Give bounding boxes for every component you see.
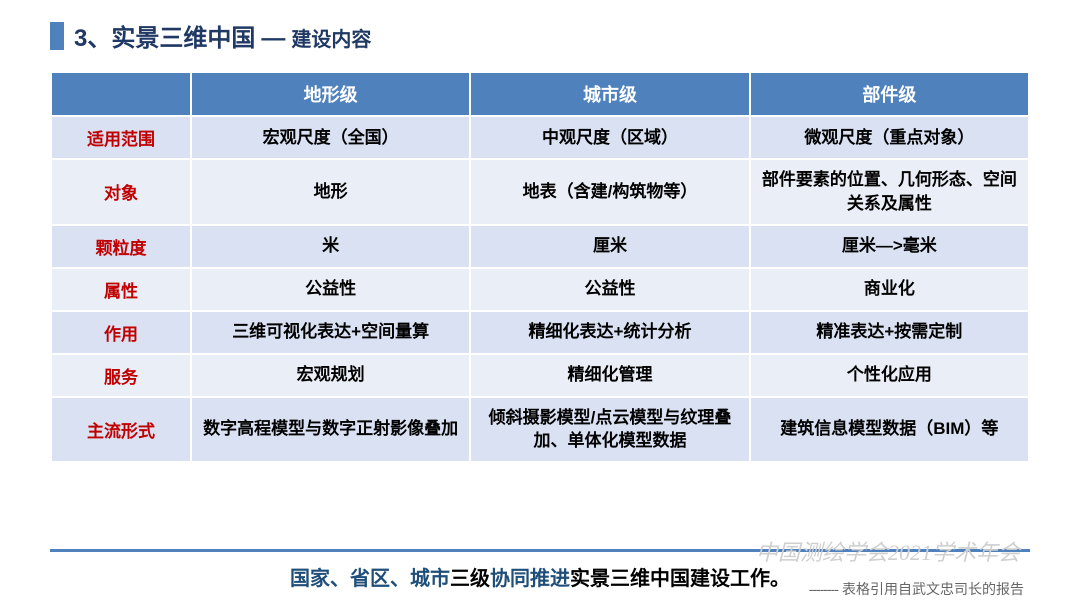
table-cell: 倾斜摄影模型/点云模型与纹理叠加、单体化模型数据	[470, 397, 749, 463]
row-label: 服务	[51, 354, 191, 397]
table-header-row: 地形级 城市级 部件级	[51, 72, 1029, 116]
title-dash: —	[261, 25, 285, 52]
slide: 3、实景三维中国— 建设内容 地形级 城市级 部件级 适用范围 宏观尺度（全国） …	[0, 0, 1080, 607]
table-cell: 精准表达+按需定制	[750, 311, 1029, 354]
table-cell: 公益性	[470, 268, 749, 311]
row-label: 属性	[51, 268, 191, 311]
table-row: 适用范围 宏观尺度（全国） 中观尺度（区域） 微观尺度（重点对象）	[51, 116, 1029, 159]
summary-segment: 实景三维中国建设工作。	[570, 568, 790, 590]
credit-dash: --------	[809, 581, 838, 597]
table-cell: 厘米—>毫米	[750, 225, 1029, 268]
table-cell: 中观尺度（区域）	[470, 116, 749, 159]
summary-segment: 三级	[450, 568, 490, 590]
table-cell: 地形	[191, 159, 470, 225]
comparison-table: 地形级 城市级 部件级 适用范围 宏观尺度（全国） 中观尺度（区域） 微观尺度（…	[50, 71, 1030, 463]
row-label: 适用范围	[51, 116, 191, 159]
title-sub: 建设内容	[291, 29, 371, 51]
row-label: 作用	[51, 311, 191, 354]
table-row: 属性 公益性 公益性 商业化	[51, 268, 1029, 311]
table-cell: 米	[191, 225, 470, 268]
summary-segment: 协同推进	[490, 568, 570, 590]
table-row: 作用 三维可视化表达+空间量算 精细化表达+统计分析 精准表达+按需定制	[51, 311, 1029, 354]
table-cell: 厘米	[470, 225, 749, 268]
table-cell: 建筑信息模型数据（BIM）等	[750, 397, 1029, 463]
title-main: 实景三维中国	[111, 25, 255, 52]
row-label: 颗粒度	[51, 225, 191, 268]
table-row: 对象 地形 地表（含建/构筑物等） 部件要素的位置、几何形态、空间关系及属性	[51, 159, 1029, 225]
table-cell: 商业化	[750, 268, 1029, 311]
title-bar: 3、实景三维中国— 建设内容	[50, 18, 1030, 53]
table-cell: 数字高程模型与数字正射影像叠加	[191, 397, 470, 463]
table-cell: 个性化应用	[750, 354, 1029, 397]
table-cell: 微观尺度（重点对象）	[750, 116, 1029, 159]
table-header-cell: 地形级	[191, 72, 470, 116]
row-label: 主流形式	[51, 397, 191, 463]
table-row: 主流形式 数字高程模型与数字正射影像叠加 倾斜摄影模型/点云模型与纹理叠加、单体…	[51, 397, 1029, 463]
slide-title: 3、实景三维中国— 建设内容	[74, 18, 371, 53]
table-header-cell: 城市级	[470, 72, 749, 116]
title-number: 3、	[74, 25, 111, 52]
watermark-text: 中国测绘学会2021学术年会	[756, 535, 1020, 567]
table-cell: 宏观尺度（全国）	[191, 116, 470, 159]
row-label: 对象	[51, 159, 191, 225]
table-cell: 三维可视化表达+空间量算	[191, 311, 470, 354]
table-cell: 精细化管理	[470, 354, 749, 397]
credit-label: 表格引用自武文忠司长的报告	[842, 581, 1024, 597]
summary-segment: 国家、省区、城市	[290, 568, 450, 590]
table-cell: 地表（含建/构筑物等）	[470, 159, 749, 225]
table-row: 服务 宏观规划 精细化管理 个性化应用	[51, 354, 1029, 397]
table-row: 颗粒度 米 厘米 厘米—>毫米	[51, 225, 1029, 268]
table-cell: 公益性	[191, 268, 470, 311]
table-cell: 部件要素的位置、几何形态、空间关系及属性	[750, 159, 1029, 225]
credit-text: --------表格引用自武文忠司长的报告	[809, 579, 1024, 599]
table-cell: 精细化表达+统计分析	[470, 311, 749, 354]
table-cell: 宏观规划	[191, 354, 470, 397]
table-header-cell: 部件级	[750, 72, 1029, 116]
table-header-cell	[51, 72, 191, 116]
title-marker	[50, 22, 64, 50]
